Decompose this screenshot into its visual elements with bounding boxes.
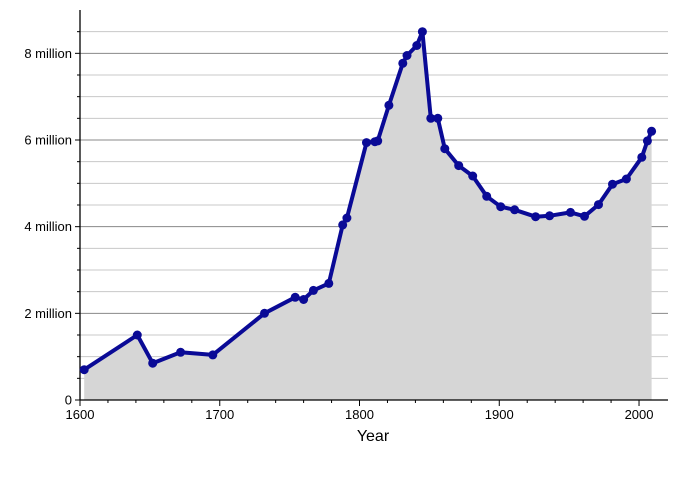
data-point (373, 136, 383, 146)
data-point (384, 100, 394, 110)
data-point (637, 152, 647, 162)
data-point (647, 126, 657, 136)
data-point (79, 365, 89, 375)
data-point (208, 350, 218, 360)
y-axis-ticks: 0 2 million 4 million 6 million 8 million (24, 31, 80, 408)
y-tick-label: 0 (65, 393, 72, 408)
data-point (148, 358, 158, 368)
data-point (308, 285, 318, 295)
data-point (621, 174, 631, 184)
data-point (417, 27, 427, 37)
data-point (510, 205, 520, 215)
data-point (412, 41, 422, 50)
data-point (468, 171, 478, 181)
data-point (545, 211, 555, 221)
data-point (496, 202, 506, 212)
data-point (324, 278, 334, 288)
data-point (642, 136, 652, 146)
x-axis-ticks: 1600 1700 1800 1900 2000 (66, 400, 654, 422)
x-axis-title: Year (357, 428, 390, 445)
data-point (580, 211, 589, 221)
y-tick-label: 8 million (24, 46, 72, 61)
data-point (398, 58, 408, 68)
data-point (440, 144, 450, 154)
data-points (79, 27, 657, 375)
data-point (566, 207, 575, 217)
y-tick-label: 2 million (24, 306, 72, 321)
data-point (594, 200, 603, 210)
x-tick-label: 1900 (485, 407, 514, 422)
y-tick-label: 6 million (24, 133, 72, 148)
data-point (426, 113, 436, 123)
data-point (433, 113, 443, 123)
data-point (290, 292, 300, 302)
data-point (482, 191, 492, 201)
x-tick-label: 2000 (625, 407, 654, 422)
data-point (454, 161, 464, 171)
data-point (132, 330, 142, 340)
data-point (531, 212, 541, 222)
data-point (342, 213, 352, 223)
population-area-fill (84, 31, 652, 400)
data-point (260, 308, 269, 318)
data-point (362, 138, 371, 148)
data-point (402, 51, 412, 60)
x-tick-label: 1700 (205, 407, 234, 422)
data-point (176, 347, 186, 357)
data-point (338, 220, 348, 230)
data-point (608, 179, 617, 189)
x-tick-label: 1600 (66, 407, 95, 422)
data-point (299, 295, 309, 304)
x-tick-label: 1800 (345, 407, 374, 422)
y-tick-label: 4 million (24, 219, 72, 234)
